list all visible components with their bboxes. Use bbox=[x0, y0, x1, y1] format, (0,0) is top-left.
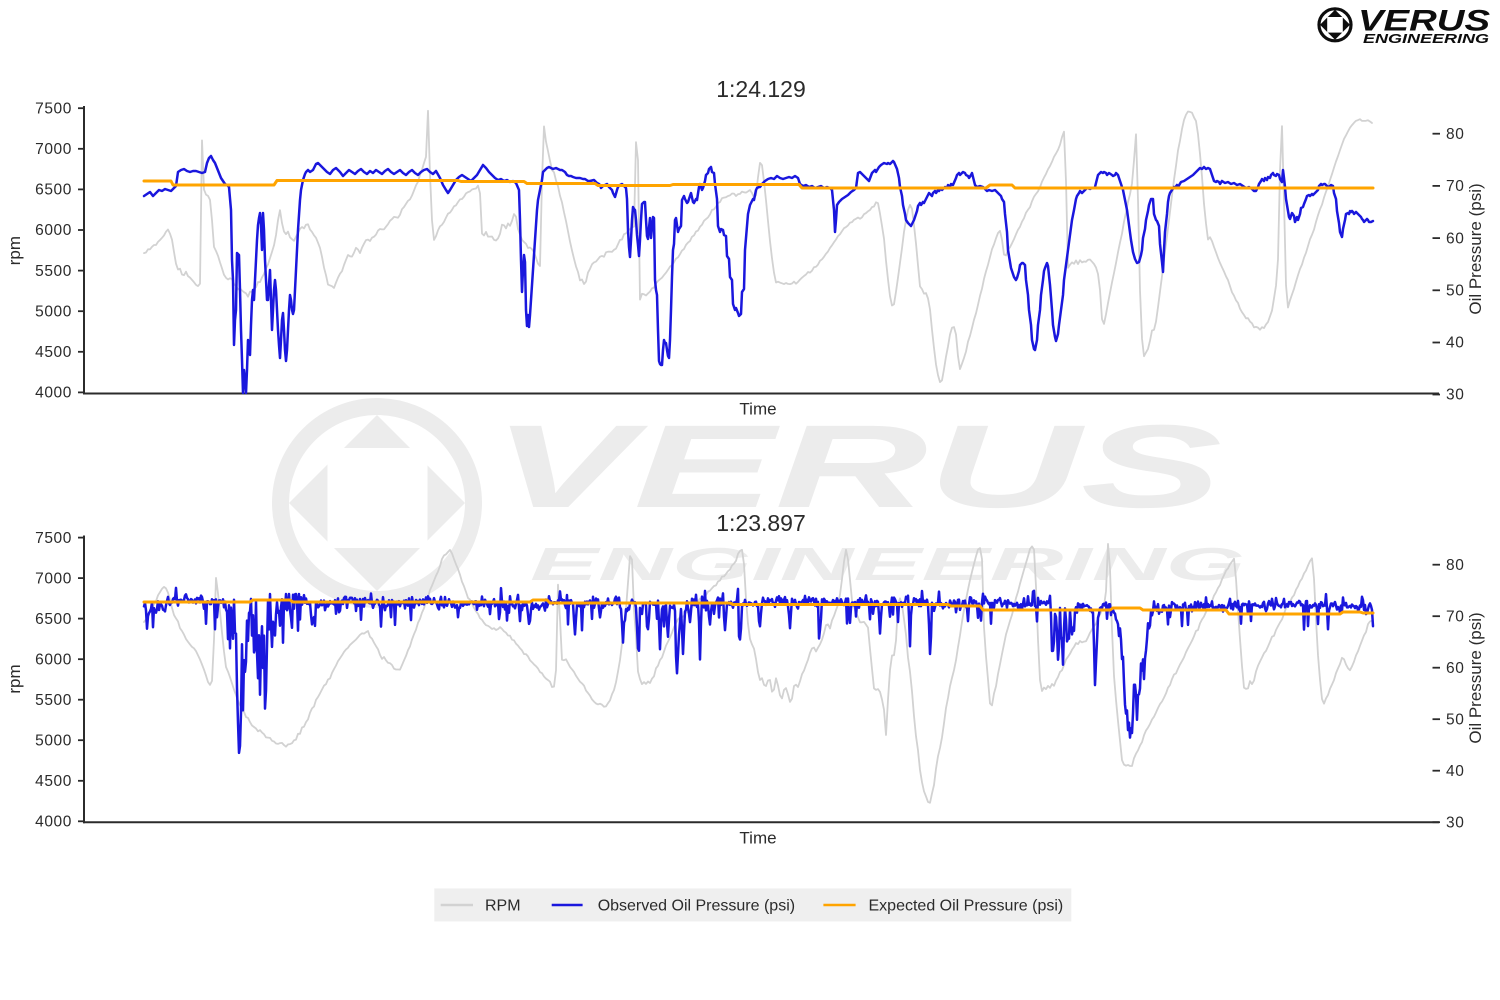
svg-text:7000: 7000 bbox=[35, 141, 72, 158]
svg-text:5000: 5000 bbox=[35, 732, 72, 749]
svg-text:7000: 7000 bbox=[35, 570, 72, 587]
svg-text:70: 70 bbox=[1446, 178, 1464, 195]
svg-text:5500: 5500 bbox=[35, 692, 72, 709]
svg-text:6500: 6500 bbox=[35, 182, 72, 199]
svg-text:30: 30 bbox=[1446, 387, 1464, 404]
svg-text:7500: 7500 bbox=[35, 100, 72, 117]
svg-text:Time: Time bbox=[739, 400, 776, 419]
svg-text:RPM: RPM bbox=[485, 898, 521, 915]
svg-text:6000: 6000 bbox=[35, 651, 72, 668]
svg-text:rpm: rpm bbox=[5, 236, 24, 265]
svg-text:7500: 7500 bbox=[35, 530, 72, 547]
svg-text:5500: 5500 bbox=[35, 263, 72, 280]
svg-text:Time: Time bbox=[739, 829, 776, 848]
svg-text:4500: 4500 bbox=[35, 773, 72, 790]
svg-text:VERUS: VERUS bbox=[492, 401, 1222, 533]
svg-text:VERUS: VERUS bbox=[1358, 5, 1490, 38]
svg-text:40: 40 bbox=[1446, 335, 1464, 352]
svg-text:30: 30 bbox=[1446, 814, 1464, 831]
svg-text:4000: 4000 bbox=[35, 814, 72, 831]
svg-text:80: 80 bbox=[1446, 126, 1464, 143]
svg-text:6500: 6500 bbox=[35, 611, 72, 628]
svg-text:4500: 4500 bbox=[35, 344, 72, 361]
svg-text:40: 40 bbox=[1446, 763, 1464, 780]
svg-text:ENGINEERING: ENGINEERING bbox=[530, 538, 1245, 590]
svg-text:Oil Pressure (psi): Oil Pressure (psi) bbox=[1466, 183, 1485, 314]
svg-text:50: 50 bbox=[1446, 283, 1464, 300]
svg-text:4000: 4000 bbox=[35, 385, 72, 402]
svg-text:Expected Oil Pressure (psi): Expected Oil Pressure (psi) bbox=[869, 898, 1064, 915]
svg-text:50: 50 bbox=[1446, 711, 1464, 728]
svg-text:5000: 5000 bbox=[35, 303, 72, 320]
svg-text:rpm: rpm bbox=[5, 664, 24, 693]
svg-text:Oil Pressure (psi): Oil Pressure (psi) bbox=[1466, 612, 1485, 743]
svg-text:70: 70 bbox=[1446, 608, 1464, 625]
svg-text:ENGINEERING: ENGINEERING bbox=[1363, 32, 1489, 46]
svg-text:1:24.129: 1:24.129 bbox=[716, 76, 806, 102]
svg-text:60: 60 bbox=[1446, 660, 1464, 677]
svg-text:60: 60 bbox=[1446, 230, 1464, 247]
svg-text:6000: 6000 bbox=[35, 222, 72, 239]
svg-text:Observed Oil Pressure (psi): Observed Oil Pressure (psi) bbox=[598, 898, 795, 915]
svg-text:1:23.897: 1:23.897 bbox=[716, 510, 806, 536]
svg-text:80: 80 bbox=[1446, 557, 1464, 574]
